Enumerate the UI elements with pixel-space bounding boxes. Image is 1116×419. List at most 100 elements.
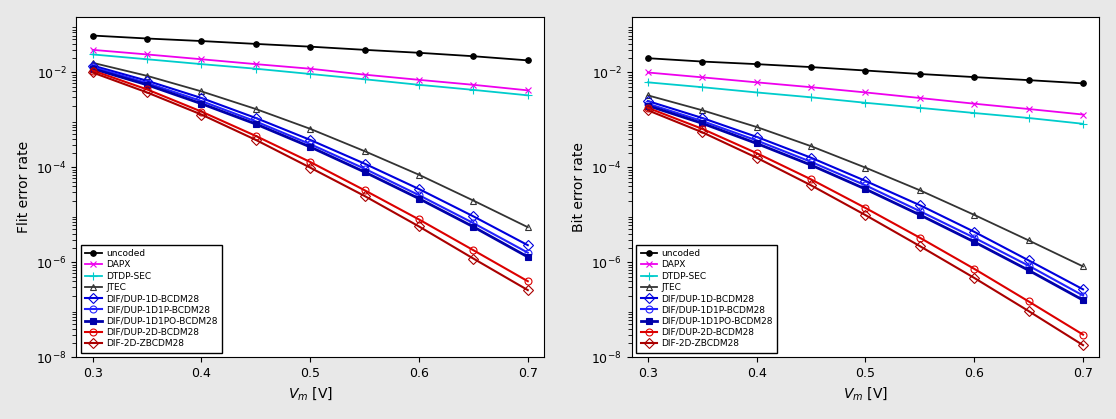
DTDP-SEC — [412, 82, 425, 87]
DIF/DUP-1D-BCDM28 — [750, 134, 763, 140]
DIF-2D-ZBCDM28 — [304, 165, 317, 170]
DIF/DUP-2D-BCDM28 — [466, 248, 480, 253]
DIF/DUP-1D1PO-BCDM28 — [86, 66, 99, 71]
DTDP-SEC — [249, 66, 262, 71]
JTEC — [750, 124, 763, 129]
Line: uncoded: uncoded — [90, 33, 530, 63]
DIF-2D-ZBCDM28 — [412, 224, 425, 229]
DIF/DUP-1D1P-BCDM28 — [86, 65, 99, 70]
DIF/DUP-1D1PO-BCDM28 — [968, 239, 981, 244]
DIF/DUP-2D-BCDM28 — [521, 279, 535, 284]
DIF/DUP-1D1P-BCDM28 — [466, 221, 480, 226]
DAPX — [249, 62, 262, 67]
DTDP-SEC — [750, 90, 763, 95]
DIF/DUP-1D1PO-BCDM28 — [521, 254, 535, 259]
DIF/DUP-1D1PO-BCDM28 — [642, 103, 655, 108]
DTDP-SEC — [194, 62, 208, 67]
DIF-2D-ZBCDM28 — [642, 108, 655, 113]
DIF/DUP-2D-BCDM28 — [141, 87, 154, 92]
DIF/DUP-2D-BCDM28 — [249, 133, 262, 138]
Line: DIF/DUP-1D-BCDM28: DIF/DUP-1D-BCDM28 — [89, 62, 531, 248]
DIF/DUP-1D1PO-BCDM28 — [412, 196, 425, 201]
Line: JTEC: JTEC — [644, 92, 1087, 270]
DIF/DUP-1D1P-BCDM28 — [412, 193, 425, 198]
Line: DIF/DUP-2D-BCDM28: DIF/DUP-2D-BCDM28 — [644, 104, 1087, 338]
DIF/DUP-1D1PO-BCDM28 — [249, 122, 262, 127]
DIF/DUP-2D-BCDM28 — [805, 177, 818, 182]
Legend: uncoded, DAPX, DTDP-SEC, JTEC, DIF/DUP-1D-BCDM28, DIF/DUP-1D1P-BCDM28, DIF/DUP-1: uncoded, DAPX, DTDP-SEC, JTEC, DIF/DUP-1… — [80, 245, 222, 353]
JTEC — [412, 172, 425, 177]
DIF/DUP-2D-BCDM28 — [1076, 332, 1089, 337]
DAPX — [466, 82, 480, 87]
DIF/DUP-1D1PO-BCDM28 — [141, 82, 154, 87]
DAPX — [304, 66, 317, 71]
DIF/DUP-1D1P-BCDM28 — [968, 235, 981, 240]
DIF/DUP-1D-BCDM28 — [913, 203, 926, 208]
Line: DIF/DUP-1D-BCDM28: DIF/DUP-1D-BCDM28 — [644, 98, 1087, 293]
DIF/DUP-1D1P-BCDM28 — [750, 138, 763, 143]
JTEC — [466, 198, 480, 203]
uncoded — [1076, 81, 1089, 86]
DIF/DUP-2D-BCDM28 — [642, 105, 655, 110]
DIF/DUP-1D1PO-BCDM28 — [466, 224, 480, 229]
DAPX — [194, 57, 208, 62]
DIF-2D-ZBCDM28 — [858, 212, 872, 217]
DIF/DUP-2D-BCDM28 — [695, 126, 709, 131]
DIF/DUP-1D1PO-BCDM28 — [194, 101, 208, 106]
DIF-2D-ZBCDM28 — [194, 112, 208, 117]
DIF/DUP-1D-BCDM28 — [412, 186, 425, 191]
DIF/DUP-1D1P-BCDM28 — [358, 166, 372, 171]
DIF/DUP-1D-BCDM28 — [521, 243, 535, 248]
Line: DIF/DUP-1D1PO-BCDM28: DIF/DUP-1D1PO-BCDM28 — [645, 103, 1086, 303]
JTEC — [858, 165, 872, 170]
DIF/DUP-1D-BCDM28 — [1022, 258, 1036, 263]
uncoded — [141, 36, 154, 41]
DIF-2D-ZBCDM28 — [1022, 308, 1036, 313]
DIF/DUP-2D-BCDM28 — [858, 205, 872, 210]
DIF/DUP-1D-BCDM28 — [968, 229, 981, 234]
uncoded — [642, 56, 655, 61]
DTDP-SEC — [858, 100, 872, 105]
DTDP-SEC — [695, 85, 709, 90]
JTEC — [521, 225, 535, 230]
DAPX — [358, 72, 372, 77]
DIF/DUP-1D-BCDM28 — [86, 63, 99, 68]
X-axis label: $V_m$ [V]: $V_m$ [V] — [288, 385, 333, 402]
DAPX — [86, 47, 99, 52]
DIF-2D-ZBCDM28 — [805, 183, 818, 188]
DIF/DUP-1D1P-BCDM28 — [194, 98, 208, 103]
DIF/DUP-1D1P-BCDM28 — [642, 101, 655, 106]
Y-axis label: Flit error rate: Flit error rate — [17, 141, 30, 233]
uncoded — [304, 44, 317, 49]
DIF/DUP-1D-BCDM28 — [304, 137, 317, 142]
JTEC — [249, 106, 262, 111]
DTDP-SEC — [642, 80, 655, 85]
JTEC — [86, 60, 99, 65]
uncoded — [913, 72, 926, 77]
DTDP-SEC — [521, 93, 535, 98]
uncoded — [521, 58, 535, 63]
DIF/DUP-2D-BCDM28 — [1022, 299, 1036, 304]
DIF/DUP-1D1P-BCDM28 — [304, 142, 317, 147]
JTEC — [642, 93, 655, 98]
DIF/DUP-1D1P-BCDM28 — [521, 250, 535, 255]
DIF/DUP-2D-BCDM28 — [304, 160, 317, 165]
Line: DIF/DUP-1D1P-BCDM28: DIF/DUP-1D1P-BCDM28 — [89, 64, 531, 256]
DIF/DUP-2D-BCDM28 — [412, 217, 425, 222]
uncoded — [86, 33, 99, 38]
DIF-2D-ZBCDM28 — [249, 137, 262, 142]
Legend: uncoded, DAPX, DTDP-SEC, JTEC, DIF/DUP-1D-BCDM28, DIF/DUP-1D1P-BCDM28, DIF/DUP-1: uncoded, DAPX, DTDP-SEC, JTEC, DIF/DUP-1… — [636, 245, 778, 353]
DTDP-SEC — [805, 95, 818, 100]
DTDP-SEC — [1076, 121, 1089, 126]
DIF/DUP-1D1PO-BCDM28 — [913, 212, 926, 217]
DIF/DUP-1D-BCDM28 — [695, 116, 709, 121]
DTDP-SEC — [466, 88, 480, 93]
DAPX — [1076, 112, 1089, 117]
JTEC — [968, 212, 981, 217]
DIF/DUP-1D-BCDM28 — [858, 178, 872, 184]
uncoded — [249, 41, 262, 47]
DIF/DUP-1D1PO-BCDM28 — [358, 170, 372, 175]
DIF/DUP-2D-BCDM28 — [750, 150, 763, 155]
DIF/DUP-1D1P-BCDM28 — [695, 119, 709, 124]
DIF/DUP-1D-BCDM28 — [1076, 287, 1089, 292]
